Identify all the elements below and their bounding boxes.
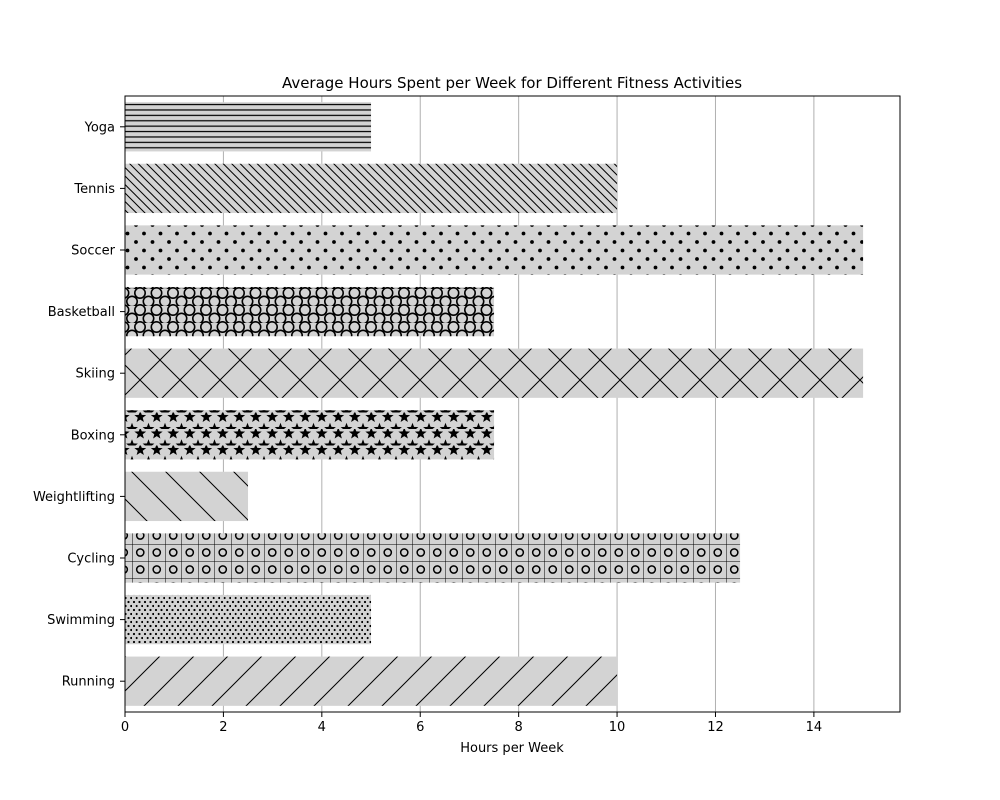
chart-title: Average Hours Spent per Week for Differe… [282,74,742,92]
x-tick-label: 8 [515,720,523,735]
bar-swimming [125,594,372,645]
x-tick-label: 14 [806,720,823,735]
y-tick-label: Running [62,675,115,690]
plot-frame [124,95,901,713]
x-axis-ticks: 0 2 4 6 8 10 12 14 [121,712,822,735]
bar-running [125,656,618,706]
bar-boxing [125,410,495,460]
y-tick-label: Soccer [71,244,115,259]
bar-tennis [125,163,618,214]
bar-cycling [125,533,741,583]
bar-soccer [125,225,864,275]
y-tick-label: Boxing [71,428,115,443]
x-tick-label: 10 [609,720,626,735]
y-tick-label: Tennis [73,182,115,197]
bar-weightlifting [125,471,249,522]
y-axis-ticks: Running Swimming Cycling Weightlifting Boxin… [33,120,125,690]
x-tick-label: 2 [219,720,227,735]
y-tick-label: Swimming [47,613,115,628]
x-tick-label: 4 [318,720,326,735]
x-tick-label: 0 [121,720,129,735]
bar-yoga [125,102,372,152]
bar-basketball [125,286,495,337]
y-tick-label: Weightlifting [33,490,115,505]
y-tick-label: Yoga [84,120,115,135]
bars [125,102,864,706]
bar-skiing [125,348,864,398]
y-tick-label: Cycling [67,552,115,567]
x-tick-label: 6 [416,720,424,735]
y-tick-label: Basketball [48,305,115,320]
y-tick-label: Skiing [76,367,116,382]
x-axis-label: Hours per Week [460,741,564,756]
x-tick-label: 12 [707,720,724,735]
